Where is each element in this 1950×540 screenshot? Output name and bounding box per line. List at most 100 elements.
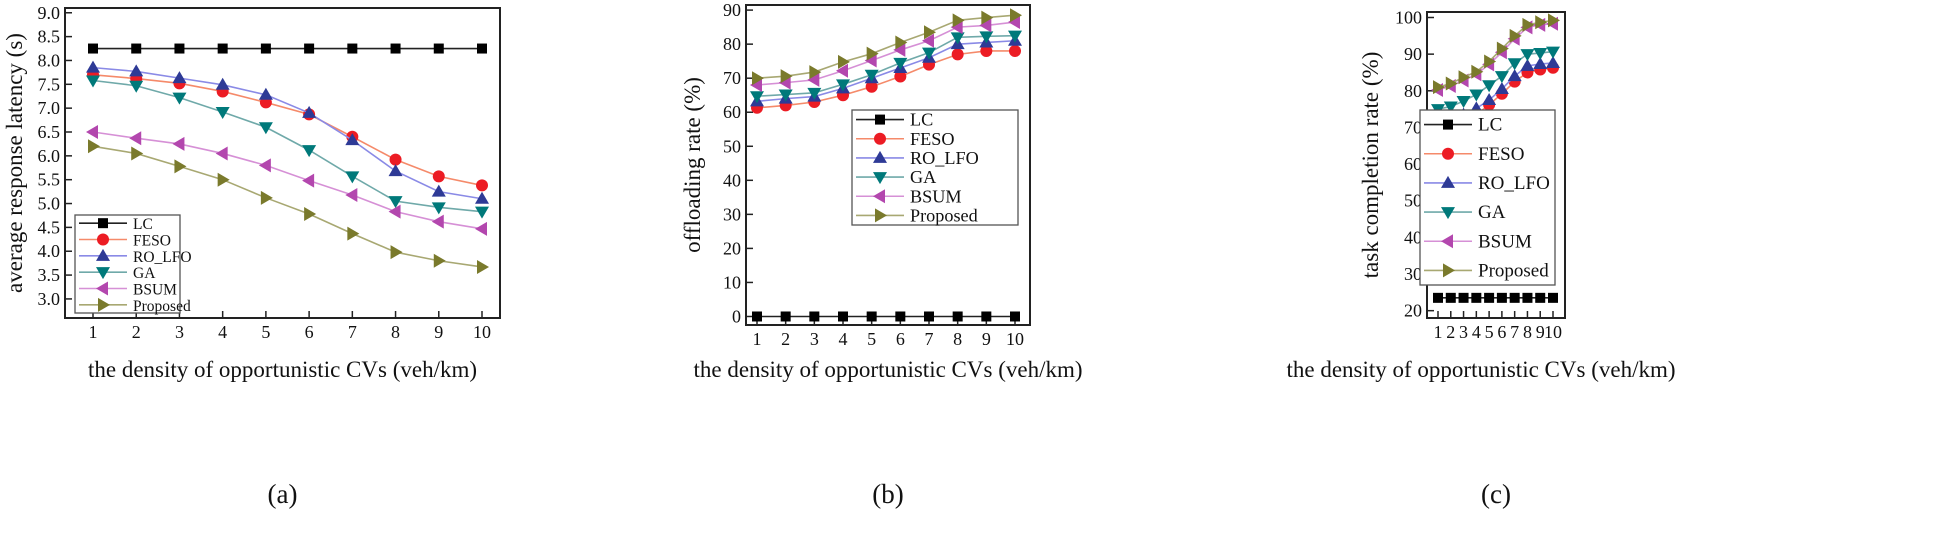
data-point [1533,57,1548,70]
legend-label: Proposed [133,298,191,315]
legend-label: BSUM [1478,231,1532,252]
data-point [172,71,187,84]
data-point [475,191,489,204]
y-tick-label: 3.5 [38,265,61,285]
data-point [864,53,877,68]
chart-panel-2: 0 10 20 30 40 50 60 70 80 90 1 2 3 4 5 6 7 8 9 10 the densit… [680,0,1083,509]
data-point [952,311,963,322]
data-point [258,158,271,173]
x-tick-label: 10 [1006,329,1024,349]
legend-marker [96,248,110,261]
data-point [345,133,360,146]
data-point [477,259,489,274]
data-point [1456,96,1471,109]
x-tick-label: 2 [781,329,790,349]
legend-label: Proposed [1478,260,1549,281]
data-point [260,43,271,54]
series-ro-lfo [86,60,489,204]
chart-panel-1: 3.0 3.5 4.0 4.5 5.0 5.5 6.0 6.5 7.0 7.5 8.0 8.5 9.0 1… [2,3,501,509]
legend-marker [97,233,109,246]
x-tick-label: 6 [1497,322,1506,342]
data-point [389,153,402,166]
series-proposed [88,139,489,274]
y-axis-label: average response latency (s) [2,33,27,293]
data-point [893,42,906,57]
data-point [1546,55,1560,68]
y-tick-label: 30 [1404,264,1422,284]
y-tick-label: 70 [723,68,741,88]
legend-label: RO_LFO [910,148,979,168]
y-tick-label: 100 [1395,7,1422,27]
data-point [475,221,487,236]
data-point [809,65,822,80]
legend-label: LC [910,110,933,130]
y-tick-label: 20 [1404,301,1422,321]
y-tick-label: 50 [723,136,741,156]
y-tick-label: 40 [1404,227,1422,247]
legend-marker [96,281,108,296]
data-point [174,159,187,174]
data-point [258,122,273,135]
y-tick-label: 0 [732,306,741,326]
series-line [756,50,1015,109]
legend-box [851,109,1019,226]
data-point [979,18,992,33]
series-proposed [752,8,1022,86]
x-tick-label: 1 [753,329,762,349]
data-point [1433,80,1445,95]
legend-label: RO_LFO [133,249,192,266]
y-tick-label: 3.0 [38,289,61,309]
data-point [894,70,907,83]
data-point [475,206,489,219]
y-tick-label: 80 [723,34,741,54]
legend-marker [98,218,108,229]
data-point [1445,292,1456,303]
data-point [88,139,100,154]
y-tick-label: 6.0 [38,146,61,166]
data-point [836,79,850,92]
data-point [922,33,934,48]
data-point [809,311,820,322]
y-tick-label: 70 [1404,117,1422,137]
data-point [865,80,878,93]
series-ga [750,30,1022,104]
data-point [1433,292,1443,303]
data-point [172,92,187,105]
series-line [92,66,483,200]
data-point [345,187,358,202]
x-tick-label: 9 [982,329,991,349]
data-point [780,311,791,322]
series-line [756,14,1016,79]
y-tick-label: 8.0 [38,50,61,70]
x-tick-label: 4 [839,329,848,349]
series-line [92,145,483,268]
x-tick-label: 7 [1510,322,1519,342]
data-point [1469,89,1484,102]
data-point [432,170,445,183]
x-tick-label: 1 [1434,322,1443,342]
data-point [215,106,230,119]
data-point [1535,292,1546,303]
y-tick-label: 90 [723,0,741,20]
data-point [1520,58,1535,71]
data-point [477,43,487,54]
data-point [980,44,993,57]
data-point [864,69,879,82]
data-point [952,13,965,28]
data-point [172,136,185,151]
x-tick-label: 9 [434,322,443,342]
data-point [476,179,488,192]
data-point [217,172,230,187]
data-point [388,196,403,209]
data-point [750,78,762,92]
data-point [129,80,144,93]
legend-marker [1442,147,1454,160]
data-point [895,35,908,50]
series-lc [752,311,1020,322]
x-axis-label: the density of opportunistic CVs (veh/km… [1286,357,1675,382]
data-point [924,311,934,322]
data-point [752,71,764,86]
